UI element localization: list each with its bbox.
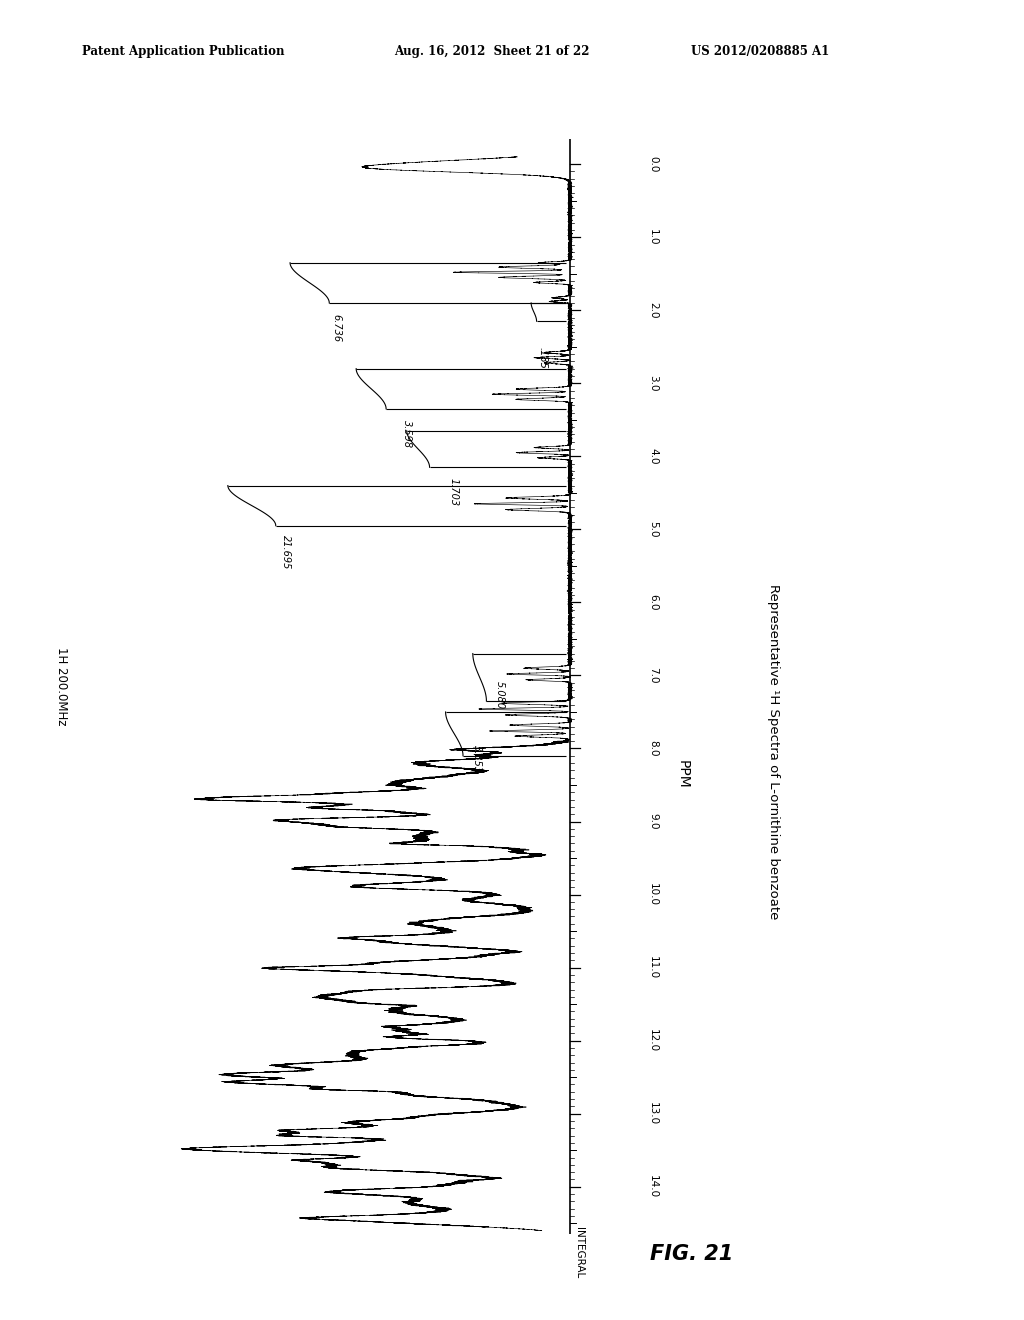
Text: 21.695: 21.695 bbox=[282, 535, 291, 570]
Text: 0.0: 0.0 bbox=[648, 156, 658, 173]
Text: 1H 200.0MHz: 1H 200.0MHz bbox=[55, 647, 68, 726]
Text: .185: .185 bbox=[538, 347, 548, 368]
Text: INTEGRAL: INTEGRAL bbox=[573, 1226, 584, 1278]
Text: 3.0: 3.0 bbox=[648, 375, 658, 392]
Text: 7.0: 7.0 bbox=[648, 667, 658, 684]
Text: PPM: PPM bbox=[676, 760, 690, 788]
Text: 2.0: 2.0 bbox=[648, 302, 658, 318]
Text: Representative ¹H Spectra of L-ornithine benzoate: Representative ¹H Spectra of L-ornithine… bbox=[767, 585, 779, 920]
Text: 3.353: 3.353 bbox=[472, 744, 481, 774]
Text: 1.703: 1.703 bbox=[449, 478, 459, 507]
Text: FIG. 21: FIG. 21 bbox=[650, 1243, 733, 1265]
Text: 10.0: 10.0 bbox=[648, 883, 658, 906]
Text: 11.0: 11.0 bbox=[648, 956, 658, 979]
Text: 12.0: 12.0 bbox=[648, 1030, 658, 1052]
Text: 8.0: 8.0 bbox=[648, 741, 658, 756]
Text: 9.0: 9.0 bbox=[648, 813, 658, 830]
Text: Patent Application Publication: Patent Application Publication bbox=[82, 45, 285, 58]
Text: 1.0: 1.0 bbox=[648, 228, 658, 246]
Text: 13.0: 13.0 bbox=[648, 1102, 658, 1125]
Text: Aug. 16, 2012  Sheet 21 of 22: Aug. 16, 2012 Sheet 21 of 22 bbox=[394, 45, 590, 58]
Text: 6.736: 6.736 bbox=[332, 314, 342, 342]
Text: 5.0: 5.0 bbox=[648, 521, 658, 537]
Text: 3.598: 3.598 bbox=[401, 420, 412, 447]
Text: 5.080: 5.080 bbox=[495, 681, 505, 709]
Text: 6.0: 6.0 bbox=[648, 594, 658, 611]
Text: US 2012/0208885 A1: US 2012/0208885 A1 bbox=[691, 45, 829, 58]
Text: 14.0: 14.0 bbox=[648, 1175, 658, 1199]
Text: 4.0: 4.0 bbox=[648, 447, 658, 465]
